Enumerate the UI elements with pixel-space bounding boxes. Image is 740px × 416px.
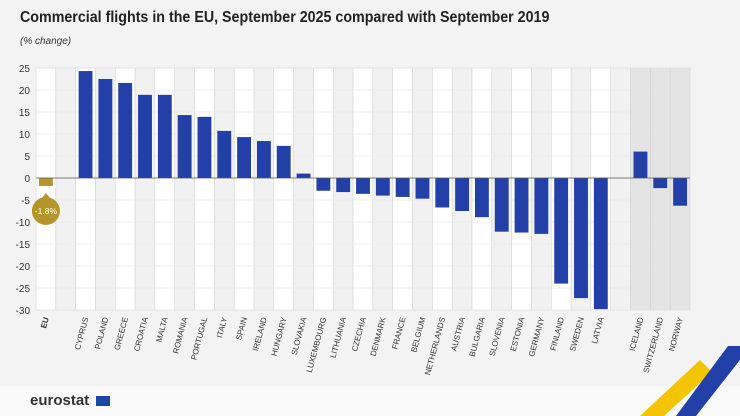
bar-finland [554,178,569,284]
x-tick-label: CROATIA [132,316,150,353]
bar-lithuania [336,178,351,193]
x-tick-label: POLAND [93,316,110,350]
bar-denmark [375,178,390,196]
x-tick-label: CYPRUS [73,316,90,351]
y-tick-label: -20 [16,262,31,273]
y-tick-label: 0 [24,174,30,185]
x-tick-label: CZECHIA [350,316,368,353]
x-tick-label: EU [39,316,51,329]
bar-estonia [514,178,529,233]
bar-romania [177,115,192,178]
column-band [55,67,76,311]
x-tick-label: AUSTRIA [449,316,467,352]
bar-chart: 25 20 15 10 5 0 -5 -10 -15 -20 -25 -30 EU CYPRUS POLAN… [16,64,691,376]
x-tick-label: ESTONIA [509,316,527,353]
y-tick-label: -30 [16,306,31,317]
bar-slovakia [296,173,311,178]
eurostat-logo: eurostat [30,392,90,409]
x-tick-label: FRANCE [390,316,407,350]
x-tick-label: ROMANIA [171,316,190,355]
bar-latvia [593,178,608,310]
bar-portugal [197,116,212,178]
column-band [293,67,314,311]
x-tick-label: PORTUGAL [189,316,209,361]
bar-iceland [633,151,648,178]
annotation-bubble [31,197,60,225]
y-tick-label: 5 [24,152,30,163]
x-tick-label: SLOVAKIA [290,316,309,357]
x-tick-label: BULGARIA [468,316,487,358]
bar-germany [534,178,549,234]
x-tick-label: NORWAY [667,316,685,353]
column-band [35,67,57,311]
footer [0,386,740,416]
x-tick-label: SWITZERLAND [642,316,666,374]
y-tick-label: 15 [19,108,31,119]
y-tick-label: -15 [16,240,31,251]
chart-title: Commercial flights in the EU, September … [20,9,550,26]
y-tick-label: -10 [16,218,31,229]
column-band [630,67,651,311]
bar-cyprus [78,71,93,178]
x-tick-label: ITALY [215,316,229,339]
column-band [194,67,215,311]
y-tick-label: 10 [19,130,31,141]
y-tick-label: -25 [16,284,31,295]
x-tick-label: ICELAND [628,316,646,352]
bar-spain [237,137,252,178]
bar-norway [673,178,688,206]
x-tick-label: SLOVENIA [488,316,507,358]
bar-czechia [356,178,370,194]
bar-greece [118,82,133,178]
column-band [650,67,671,311]
bar-slovenia [494,178,509,232]
x-tick-label: SWEDEN [568,316,586,352]
column-band [253,67,275,311]
x-tick-label: LUXEMBOURG [305,316,328,373]
column-band [610,67,631,311]
bar-netherlands [435,178,450,208]
bar-austria [455,178,470,211]
x-tick-label: GERMANY [527,316,546,358]
bar-croatia [138,94,152,178]
bar-poland [98,79,113,178]
x-tick-label: SPAIN [234,316,249,341]
bar-ireland [256,141,271,178]
annotation-pointer [41,193,50,198]
bar-italy [217,130,232,178]
bar-hungary [276,145,291,178]
bar-bulgaria [474,178,489,218]
bar-sweden [574,178,588,299]
x-tick-label: GREECE [113,316,130,351]
chart-subtitle: (% change) [20,36,72,47]
column-band [174,67,195,311]
x-tick-label: IRELAND [251,316,269,352]
column-band [214,67,235,311]
x-tick-label: LATVIA [590,316,606,345]
eu-value-label: -1.8% [35,206,58,216]
bar-switzerland [653,178,668,189]
x-tick-label: BELGIUM [409,316,427,353]
x-tick-label: HUNGARY [270,316,289,357]
x-tick-label: MALTA [154,316,169,344]
bar-eu [38,178,53,186]
y-tick-label: 25 [19,64,31,75]
x-tick-label: NETHERLANDS [423,316,447,376]
x-tick-label: LITHUANIA [329,316,349,359]
bar-malta [157,94,172,178]
bar-belgium [415,178,430,199]
column-band [233,67,255,311]
x-tick-label: DENMARK [369,316,388,358]
eu-flag-icon [96,396,110,406]
column-band [273,67,294,311]
y-tick-label: 20 [19,86,31,97]
x-tick-label: FINLAND [549,316,567,352]
bar-luxembourg [316,178,331,191]
y-tick-label: -5 [21,196,30,207]
bar-france [395,178,410,197]
